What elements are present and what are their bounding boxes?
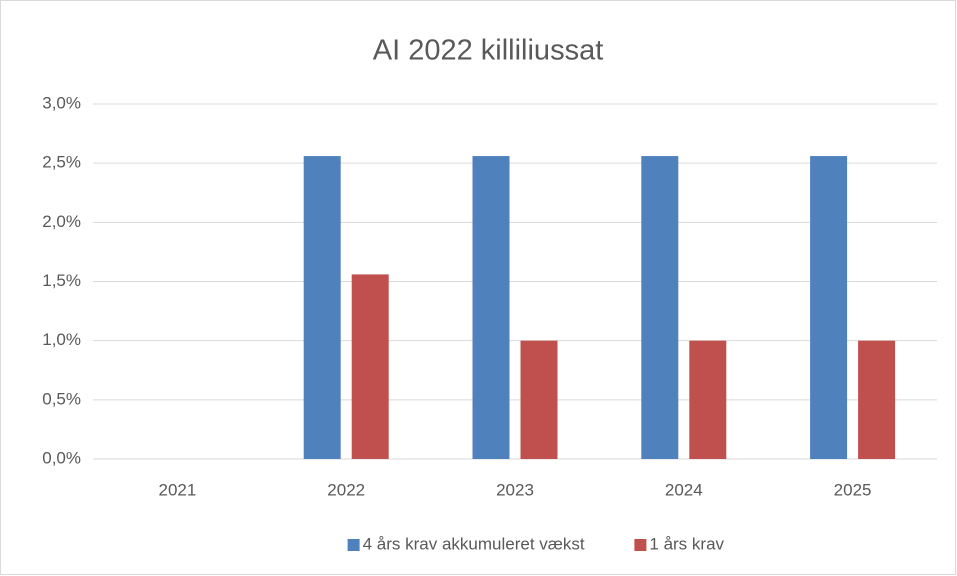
legend-label: 1 års krav [649,534,724,553]
bar [472,156,510,460]
bar [351,274,389,459]
bar [303,156,341,460]
y-tick-label: 2,0% [42,212,81,231]
y-tick-label: 1,5% [42,271,81,290]
bar [689,340,727,459]
legend-swatch [347,539,360,551]
bar [810,156,848,460]
x-tick-label: 2025 [834,480,872,499]
x-tick-label: 2022 [327,480,365,499]
legend-swatch [634,539,647,551]
y-tick-label: 0,5% [42,389,81,408]
x-tick-label: 2024 [665,480,703,499]
chart-title: AI 2022 killiliussat [373,35,604,67]
bar [858,340,896,459]
bar [520,340,558,459]
y-tick-label: 2,5% [42,153,81,172]
x-tick-label: 2021 [158,480,196,499]
y-tick-label: 1,0% [42,330,81,349]
x-tick-label: 2023 [496,480,534,499]
bar [641,156,679,460]
y-tick-label: 3,0% [42,93,81,112]
legend-label: 4 års krav akkumuleret vækst [363,534,585,553]
y-tick-label: 0,0% [42,448,81,467]
